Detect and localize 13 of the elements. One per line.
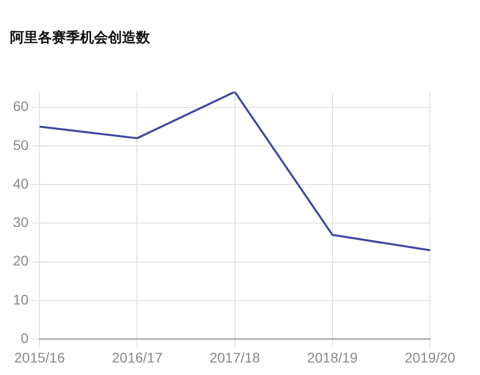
y-tick-label: 20 <box>12 252 29 269</box>
x-tick-label: 2016/17 <box>112 349 163 366</box>
y-tick-label: 0 <box>20 330 29 346</box>
y-tick-label: 60 <box>12 98 29 114</box>
x-tick-label: 2018/19 <box>307 349 358 366</box>
x-tick-label: 2015/16 <box>14 349 66 366</box>
x-tick-label: 2017/18 <box>209 349 260 366</box>
y-tick-label: 10 <box>12 291 29 308</box>
x-tick-label: 2019/20 <box>404 349 456 366</box>
y-tick-label: 40 <box>12 175 29 192</box>
y-tick-label: 50 <box>12 136 29 153</box>
y-tick-label: 30 <box>12 214 29 230</box>
chart-title: 阿里各赛季机会创造数 <box>10 29 151 46</box>
